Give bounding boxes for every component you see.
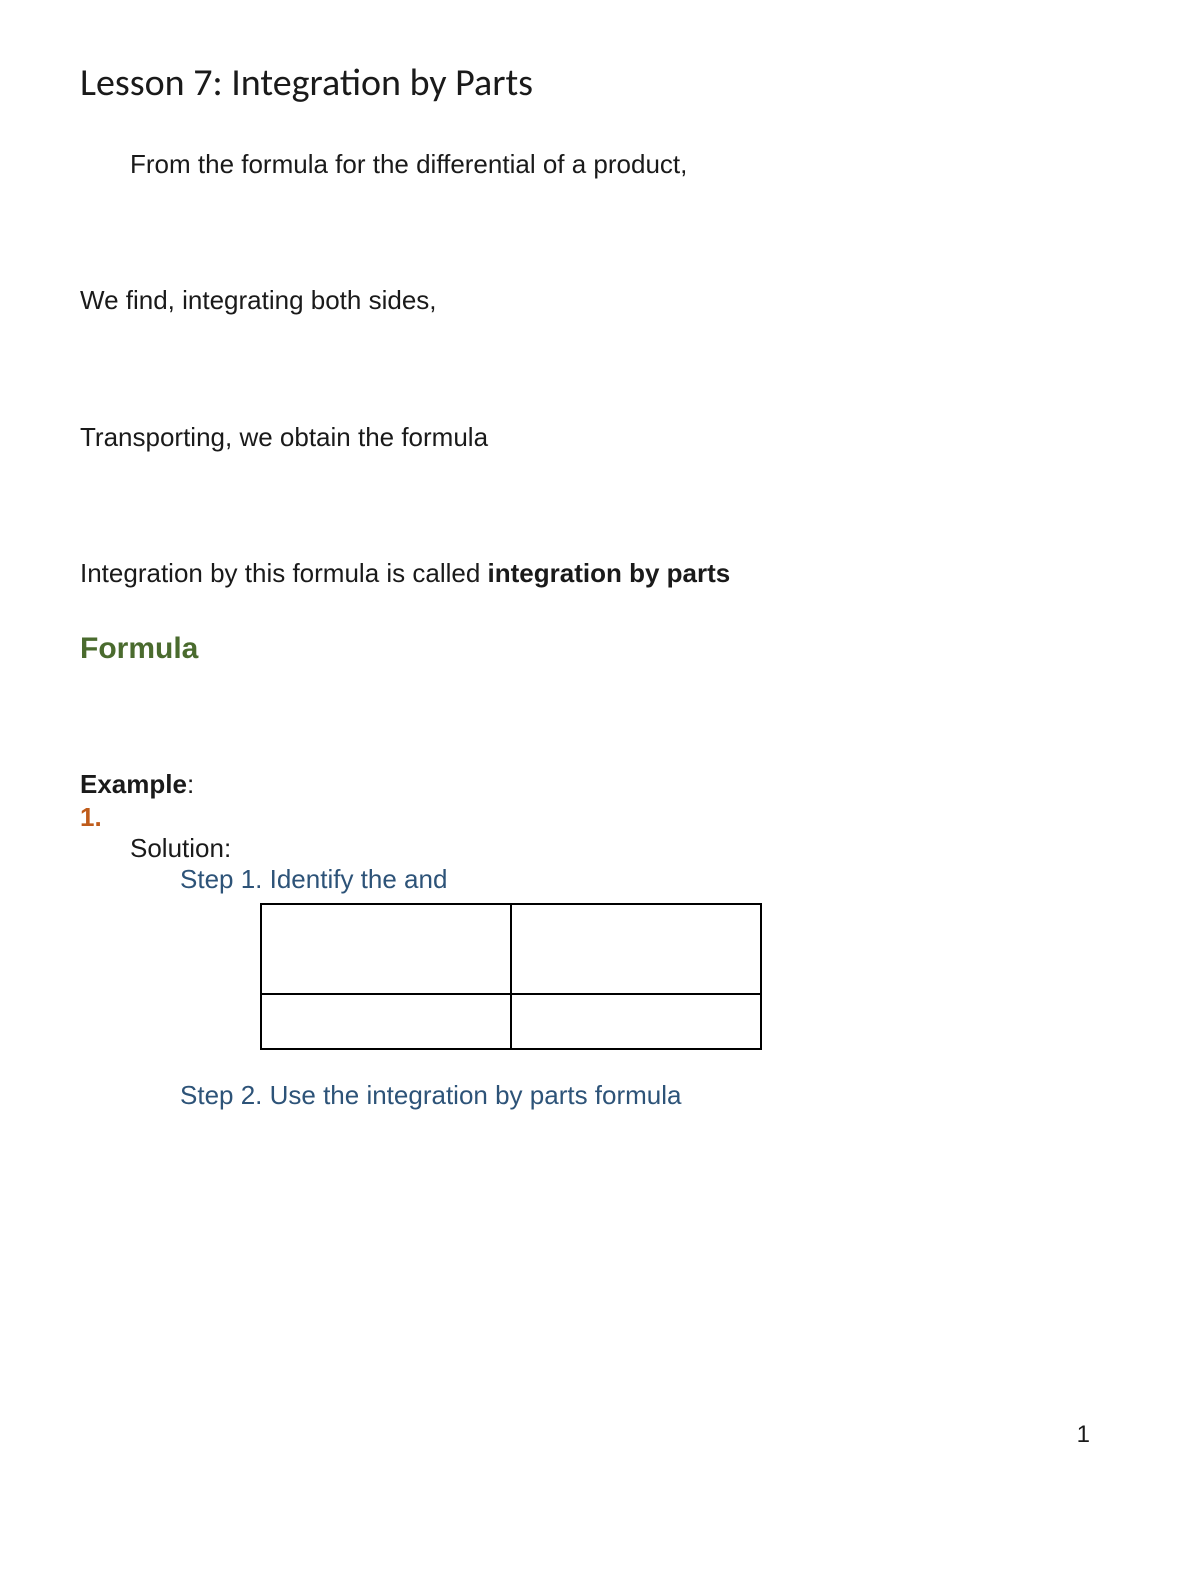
spacer <box>80 1050 1120 1080</box>
table-cell <box>511 994 761 1049</box>
spacer <box>80 319 1120 419</box>
paragraph-intro: From the formula for the differential of… <box>130 146 1120 182</box>
step-2-text: Step 2. Use the integration by parts for… <box>180 1080 1120 1111</box>
uv-table <box>260 903 762 1050</box>
lesson-title: Lesson 7: Integration by Parts <box>80 60 1120 106</box>
table-cell <box>261 904 511 994</box>
paragraph-integration-by-parts: Integration by this formula is called in… <box>80 555 1120 591</box>
spacer <box>80 455 1120 555</box>
paragraph-integrating: We find, integrating both sides, <box>80 282 1120 318</box>
formula-heading: Formula <box>80 632 1120 666</box>
example-label: Example <box>80 769 187 799</box>
example-line: Example: <box>80 766 1120 802</box>
solution-label: Solution: <box>130 833 1120 864</box>
spacer <box>80 182 1120 282</box>
table-row <box>261 994 761 1049</box>
table-row <box>261 904 761 994</box>
table-cell <box>511 904 761 994</box>
example-number: 1. <box>80 802 1120 833</box>
page-number: 1 <box>1077 1421 1090 1449</box>
paragraph-transporting: Transporting, we obtain the formula <box>80 419 1120 455</box>
step-1-text: Step 1. Identify the and <box>180 864 1120 895</box>
para4-pre: Integration by this formula is called <box>80 558 488 588</box>
table-cell <box>261 994 511 1049</box>
para4-bold: integration by parts <box>488 558 731 588</box>
